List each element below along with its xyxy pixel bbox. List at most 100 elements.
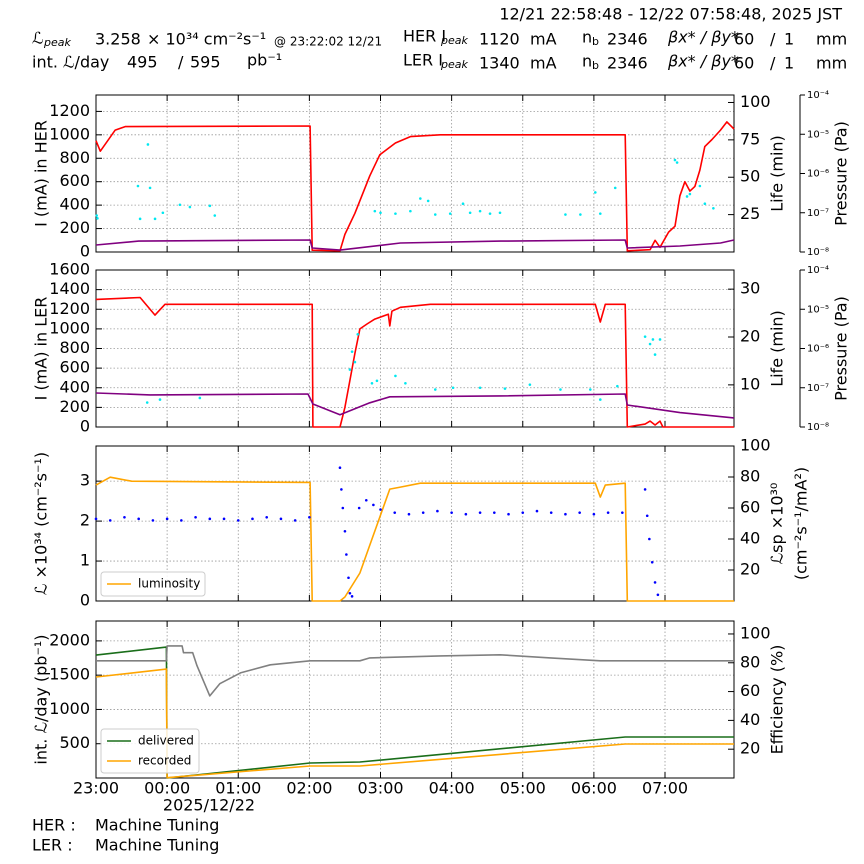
data-point [94, 517, 98, 521]
x-tick-label: 00:00 [144, 779, 190, 798]
data-point [648, 537, 651, 541]
data-point [592, 512, 596, 516]
data-point [464, 512, 468, 516]
data-point [364, 498, 368, 502]
data-point [493, 511, 496, 514]
legend: delivered recorded [100, 728, 200, 774]
data-point [651, 338, 655, 341]
data-point [498, 211, 502, 215]
data-point [138, 217, 142, 221]
nb-label: n [582, 52, 592, 71]
data-point [648, 342, 652, 346]
data-point [419, 197, 422, 200]
her-summary: HER I peak 1120 mA n b 2346 βx* / βy* 60… [403, 27, 847, 49]
y-tick-label: 2 [80, 511, 90, 530]
data-point [394, 212, 397, 215]
label: LER I [403, 51, 443, 70]
x-tick-label: 03:00 [357, 779, 403, 798]
data-point [188, 205, 192, 209]
y-tick-label: 1000 [49, 699, 90, 718]
data-point [451, 386, 455, 390]
legend-label: delivered [138, 734, 194, 748]
y-tick-label: 1000 [49, 318, 90, 337]
x-tick-label: 06:00 [571, 779, 617, 798]
data-point [613, 186, 617, 190]
data-point [341, 506, 345, 510]
legend-box [100, 571, 206, 597]
y2-tick-label: 40 [740, 529, 760, 548]
data-point [293, 519, 297, 522]
plot-frame [95, 620, 735, 779]
y-tick-label: 200 [59, 397, 90, 416]
y-tick-label: 1200 [49, 299, 90, 318]
data-point [136, 184, 140, 188]
data-point [137, 517, 140, 521]
data-point [433, 388, 437, 391]
data-point [421, 511, 425, 514]
x-tick-label: 05:00 [500, 779, 546, 798]
data-point [180, 519, 183, 522]
data-point [379, 211, 382, 215]
beta-label: βx* / βy* [667, 52, 739, 71]
y-tick-label: 500 [59, 733, 90, 752]
y2-tick-label: 20 [740, 739, 760, 758]
y-tick-label: 0 [80, 591, 90, 610]
y3-axis-label: Pressure (Pa) [832, 121, 851, 226]
data-point [393, 511, 397, 514]
data-point [153, 217, 157, 221]
int-lumi-total: 595 [190, 53, 221, 72]
data-point [461, 202, 465, 206]
data-point [208, 517, 212, 521]
data-point [688, 192, 692, 196]
y2-tick-label: 30 [740, 279, 760, 298]
ler-status: Machine Tuning [95, 836, 219, 855]
y2-tick-label: 75 [740, 129, 760, 148]
label-sub: peak [440, 34, 468, 47]
y2-axis-label: Life (min) [768, 135, 787, 212]
y2-tick-label: 40 [740, 710, 760, 729]
series-line [95, 239, 735, 251]
data-point [340, 488, 343, 491]
x-tick-label: 04:00 [429, 779, 475, 798]
series-line [95, 121, 735, 252]
y-tick-label: 2000 [49, 630, 90, 649]
y-tick-label: 1600 [49, 260, 90, 279]
nb-sub: b [592, 35, 599, 48]
data-point [450, 511, 453, 514]
lumi-peak-time: @ 23:22:02 12/21 [274, 35, 382, 49]
data-point [503, 387, 507, 390]
y3-tick-label: 10⁻⁶ [807, 169, 829, 180]
data-point [350, 595, 354, 598]
her-status: Machine Tuning [95, 816, 219, 835]
data-point [426, 199, 430, 203]
y2-tick-label: 100 [740, 92, 771, 111]
time-range: 12/21 22:58:48 - 12/22 07:58:48, 2025 JS… [499, 5, 842, 24]
unit: mA [530, 54, 557, 73]
peak-current: 1120 [479, 30, 520, 49]
label-sub: peak [440, 58, 468, 71]
data-point [379, 508, 382, 511]
x-tick-label: 07:00 [642, 779, 688, 798]
legend: luminosity [100, 571, 206, 597]
data-point [208, 204, 212, 208]
y2-tick-label: 100 [740, 623, 771, 642]
data-point [698, 184, 702, 188]
data-point [685, 195, 689, 198]
y-tick-label: 600 [59, 171, 90, 190]
data-point [712, 206, 715, 210]
y-axis-label: ℒ ×10³⁴ (cm⁻²s⁻¹) [32, 452, 51, 595]
y-tick-label: 0 [80, 242, 90, 261]
plot-frame [95, 445, 735, 602]
data-point [507, 512, 510, 516]
lumi-peak-unit: × 10³⁴ cm⁻²s⁻¹ [147, 30, 266, 49]
data-point [357, 506, 361, 510]
beta-x: 60 [734, 30, 754, 49]
data-point [589, 388, 592, 391]
data-point [348, 368, 352, 371]
data-point [675, 161, 679, 164]
data-point [178, 203, 182, 207]
data-point [345, 553, 348, 556]
y3-axis-label: Pressure (Pa) [832, 296, 851, 401]
data-point [146, 143, 150, 146]
